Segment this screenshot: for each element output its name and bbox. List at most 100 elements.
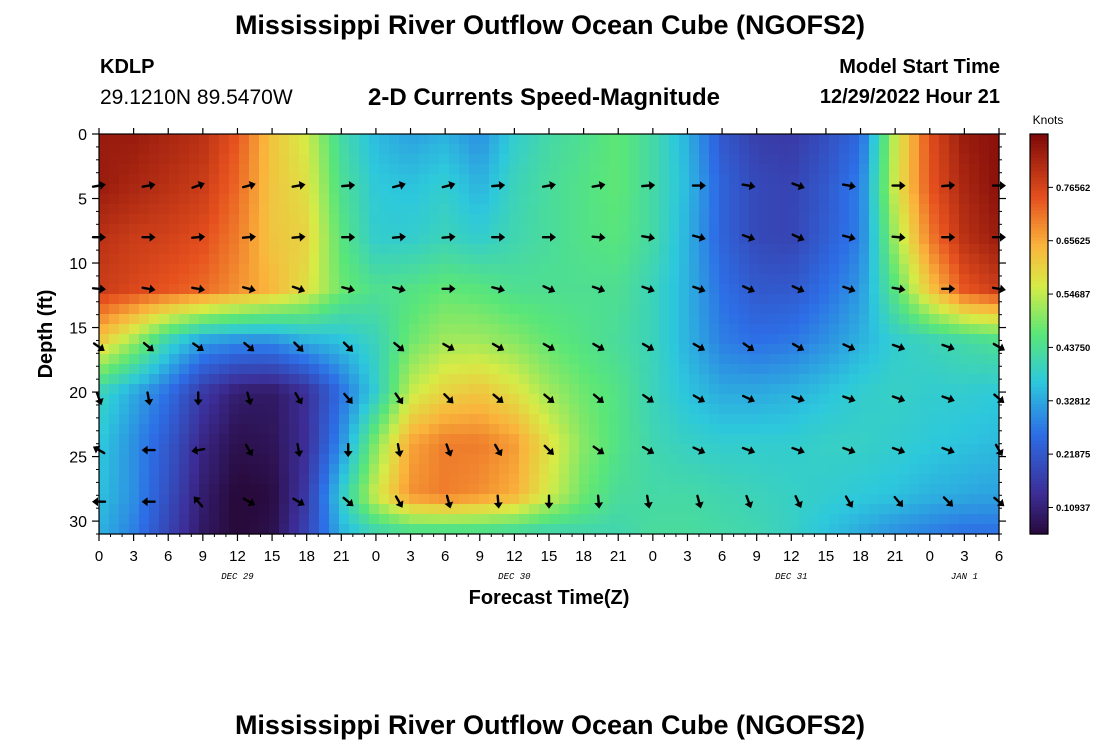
heatmap-cell [629,414,640,425]
heatmap-cell [309,414,320,425]
current-arrow [791,181,805,191]
heatmap-cell [569,194,580,205]
heatmap-cell [899,494,910,505]
heatmap-cell [249,514,260,525]
heatmap-cell [989,314,1000,325]
heatmap-cell [779,354,790,365]
heatmap-cell [319,324,330,335]
heatmap-cell [499,464,510,475]
heatmap-cell [909,164,920,175]
arrow-head [848,284,856,294]
heatmap-cell [549,474,560,485]
heatmap-cell [709,264,720,275]
heatmap-cell [479,134,490,145]
heatmap-cell [699,294,710,305]
heatmap-cell [629,444,640,455]
heatmap-cell [709,194,720,205]
heatmap-cell [819,374,830,385]
heatmap-cell [509,234,520,245]
heatmap-cell [609,354,620,365]
heatmap-cell [529,454,540,465]
current-arrow [642,393,654,403]
heatmap-cell [899,384,910,395]
heatmap-cell [429,174,440,185]
heatmap-cell [799,264,810,275]
heatmap-cell [99,224,110,235]
heatmap-cell [129,274,140,285]
heatmap-cell [799,294,810,305]
heatmap-cell [719,264,730,275]
heatmap-cell [539,154,550,165]
heatmap-cell [269,164,280,175]
arrow-head [298,284,306,294]
heatmap-cell [199,204,210,215]
heatmap-cell [429,144,440,155]
heatmap-cell [119,154,130,165]
heatmap-cell [549,374,560,385]
heatmap-cell [609,214,620,225]
heatmap-cell [759,374,770,385]
heatmap-cell [269,234,280,245]
heatmap-cell [919,184,930,195]
heatmap-cell [179,504,190,515]
heatmap-cell [399,334,410,345]
heatmap-cell [739,254,750,265]
heatmap-cell [199,174,210,185]
heatmap-cell [159,174,170,185]
heatmap-cell [419,514,430,525]
heatmap-cell [989,154,1000,165]
heatmap-cell [659,274,670,285]
heatmap-cell [729,234,740,245]
heatmap-cell [219,274,230,285]
heatmap-cell [509,354,520,365]
heatmap-cell [309,474,320,485]
heatmap-cell [959,324,970,335]
heatmap-cell [819,514,830,525]
current-arrow [492,393,504,403]
heatmap-cell [469,224,480,235]
heatmap-cell [969,184,980,195]
heatmap-cell [929,144,940,155]
heatmap-cell [899,454,910,465]
heatmap-cell [199,384,210,395]
heatmap-cell [819,334,830,345]
heatmap-cell [839,174,850,185]
heatmap-cell [99,334,110,345]
heatmap-cell [509,274,520,285]
heatmap-cell [839,434,850,445]
heatmap-cell [879,274,890,285]
heatmap-cell [389,174,400,185]
heatmap-cell [199,294,210,305]
heatmap-cell [219,344,230,355]
heatmap-cell [299,134,310,145]
heatmap-cell [109,364,120,375]
heatmap-cell [669,354,680,365]
heatmap-cell [279,404,290,415]
heatmap-cell [179,424,190,435]
heatmap-cell [159,424,170,435]
heatmap-cell [579,414,590,425]
heatmap-cell [369,274,380,285]
heatmap-cell [479,174,490,185]
heatmap-cell [99,484,110,495]
heatmap-cell [789,334,800,345]
heatmap-cell [479,224,490,235]
heatmap-cell [669,134,680,145]
heatmap-cell [539,224,550,235]
heatmap-cell [959,314,970,325]
heatmap-cell [719,414,730,425]
heatmap-cell [639,434,650,445]
heatmap-cell [809,524,820,535]
heatmap-cell [559,214,570,225]
heatmap-cell [539,144,550,155]
heatmap-cell [119,384,130,395]
heatmap-cell [779,234,790,245]
heatmap-cell [829,344,840,355]
heatmap-cell [679,474,690,485]
heatmap-cell [899,404,910,415]
heatmap-cell [99,304,110,315]
heatmap-cell [789,484,800,495]
heatmap-cell [879,234,890,245]
heatmap-cell [289,284,300,295]
heatmap-cell [809,254,820,265]
